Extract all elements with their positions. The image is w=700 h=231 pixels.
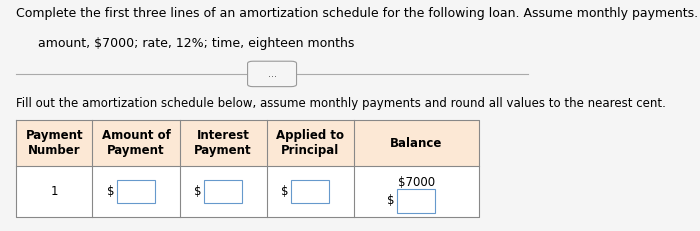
Text: $: $ [107,185,114,198]
Text: $: $ [387,195,395,207]
FancyBboxPatch shape [248,61,297,87]
Text: 1: 1 [50,185,58,198]
Text: Interest
Payment: Interest Payment [195,129,252,157]
Bar [117,180,155,203]
Text: Amount of
Payment: Amount of Payment [102,129,171,157]
Bar [92,166,180,217]
Text: $: $ [281,185,288,198]
Text: ...: ... [267,69,276,79]
Text: $7000: $7000 [398,176,435,188]
Text: amount, $7000; rate, 12%; time, eighteen months: amount, $7000; rate, 12%; time, eighteen… [38,37,354,50]
Bar [180,120,267,166]
Bar [16,120,92,166]
Bar [354,166,479,217]
Text: Complete the first three lines of an amortization schedule for the following loa: Complete the first three lines of an amo… [16,7,699,20]
Bar [204,180,242,203]
Bar [267,120,354,166]
Bar [354,120,479,166]
Text: Balance: Balance [390,137,442,150]
Bar [92,120,180,166]
Bar [180,166,267,217]
Text: $: $ [194,185,202,198]
Text: Payment
Number: Payment Number [26,129,83,157]
Bar [397,189,435,213]
Bar [267,166,354,217]
Text: Applied to
Principal: Applied to Principal [276,129,344,157]
Bar [16,166,92,217]
Text: Fill out the amortization schedule below, assume monthly payments and round all : Fill out the amortization schedule below… [16,97,666,110]
Bar [291,180,329,203]
